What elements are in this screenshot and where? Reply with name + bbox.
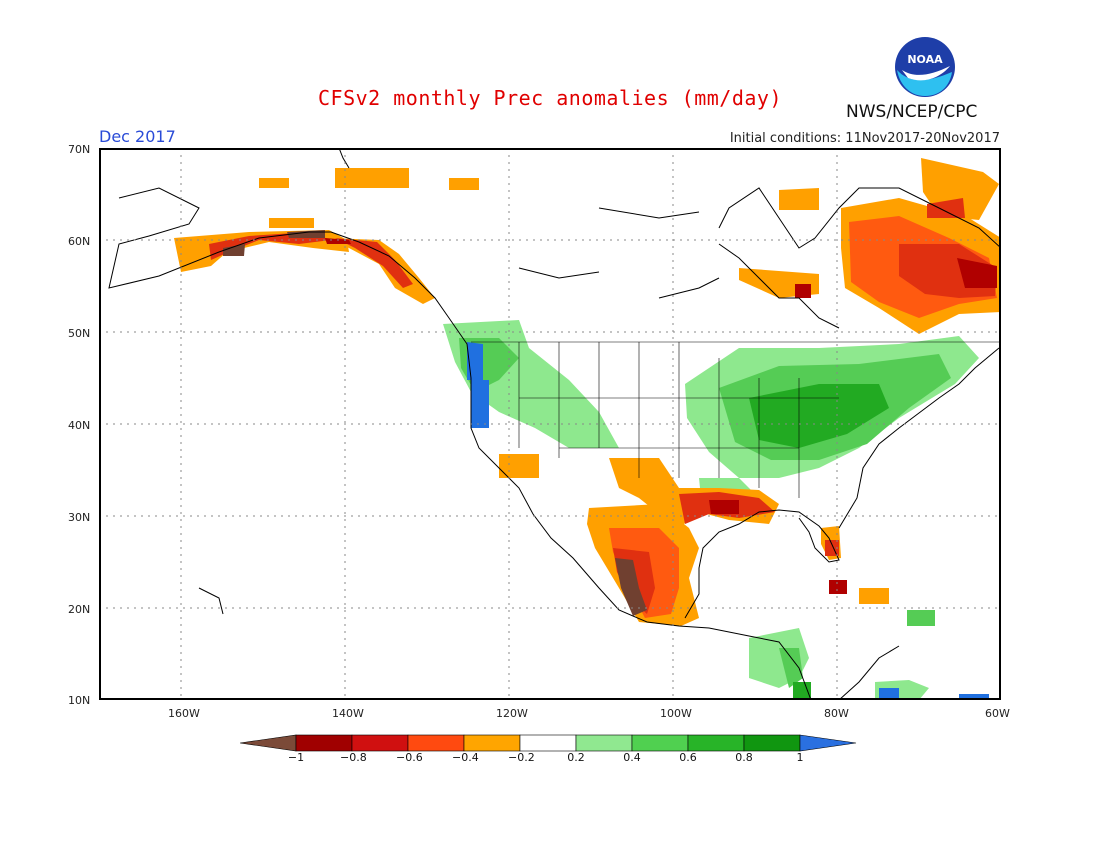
noaa-logo-text: NOAA bbox=[907, 53, 943, 66]
colorbar-segment bbox=[351, 734, 409, 752]
colorbar-segment bbox=[295, 734, 353, 752]
map-title: CFSv2 monthly Prec anomalies (mm/day) bbox=[317, 86, 783, 110]
colorbar-label: −0.8 bbox=[340, 751, 367, 764]
lat-label: 20N bbox=[68, 603, 91, 616]
colorbar-segment bbox=[463, 734, 521, 752]
lat-label: 40N bbox=[68, 419, 91, 432]
colorbar-segment bbox=[575, 734, 633, 752]
colorbar-label: 0.4 bbox=[623, 751, 641, 764]
colorbar-label: 0.6 bbox=[679, 751, 697, 764]
colorbar-segment bbox=[687, 734, 745, 752]
colorbar-arrow-high bbox=[799, 734, 857, 752]
noaa-logo-icon: NOAA bbox=[895, 37, 955, 97]
colorbar-segment bbox=[407, 734, 465, 752]
lat-label: 30N bbox=[68, 511, 91, 524]
colorbar-label: −1 bbox=[287, 751, 305, 764]
coastline bbox=[108, 148, 1001, 700]
colorbar-label: −0.2 bbox=[508, 751, 535, 764]
lon-label: 120W bbox=[496, 707, 528, 720]
lat-lon-grid bbox=[99, 148, 1001, 700]
lat-label: 60N bbox=[68, 235, 91, 248]
colorbar-arrow-low bbox=[240, 734, 297, 752]
lon-label: 60W bbox=[985, 707, 1010, 720]
lon-label: 160W bbox=[168, 707, 200, 720]
precip-anomaly-map bbox=[99, 148, 1001, 700]
colorbar-segment bbox=[631, 734, 689, 752]
agency-label: NWS/NCEP/CPC bbox=[846, 102, 978, 122]
colorbar-label: −0.6 bbox=[396, 751, 423, 764]
state-borders bbox=[471, 341, 999, 498]
initial-conditions: Initial conditions: 11Nov2017-20Nov2017 bbox=[729, 131, 1000, 146]
lat-label: 10N bbox=[68, 694, 91, 707]
lon-label: 140W bbox=[332, 707, 364, 720]
colorbar-label: −0.4 bbox=[452, 751, 479, 764]
colorbar-label: 1 bbox=[796, 751, 804, 764]
colorbar-label: 0.8 bbox=[735, 751, 753, 764]
lat-label: 70N bbox=[68, 143, 91, 156]
colorbar-label: 0.2 bbox=[567, 751, 585, 764]
lon-label: 100W bbox=[660, 707, 692, 720]
anomaly-shading bbox=[174, 158, 1001, 700]
colorbar-segment bbox=[743, 734, 801, 752]
colorbar-segment bbox=[519, 734, 577, 752]
lat-label: 50N bbox=[68, 327, 91, 340]
forecast-month: Dec 2017 bbox=[99, 127, 176, 146]
lon-label: 80W bbox=[824, 707, 849, 720]
colorbar bbox=[240, 734, 857, 752]
